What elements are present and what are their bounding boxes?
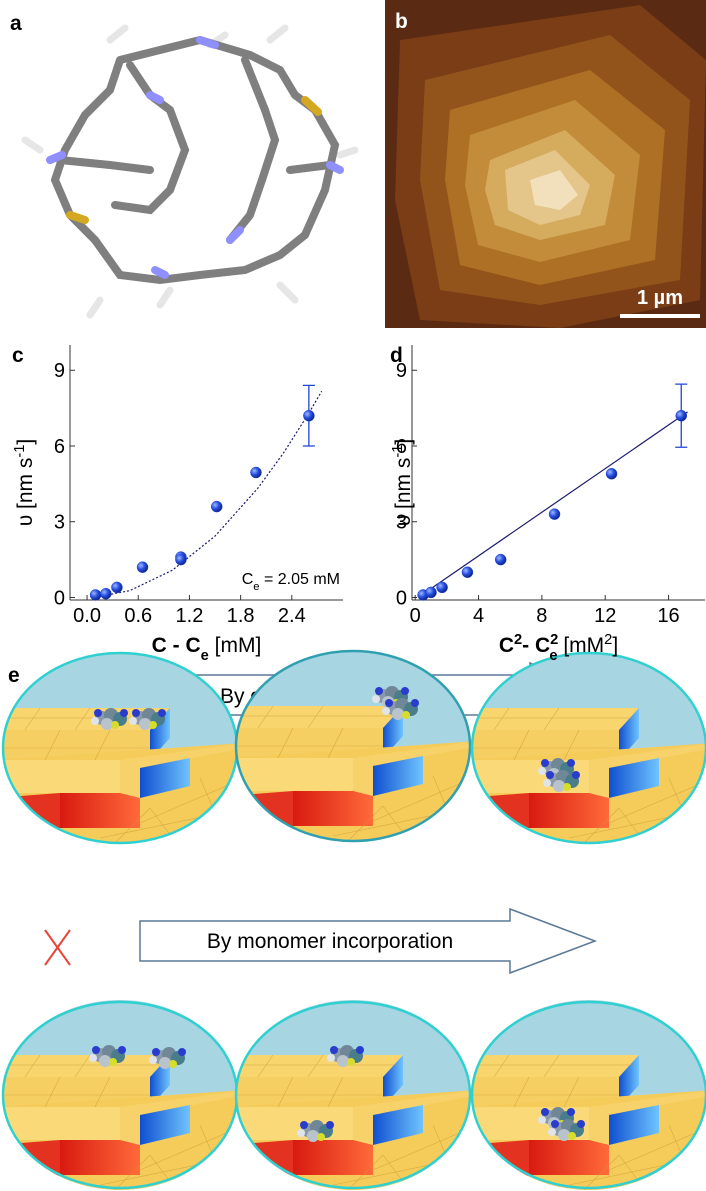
- data-point: [437, 582, 448, 593]
- data-point: [90, 589, 101, 600]
- y-axis-label-part: ]: [14, 439, 37, 445]
- fit-line: [96, 391, 322, 597]
- data-point: [606, 468, 617, 479]
- annotation-part: = 2.05 mM: [260, 571, 340, 588]
- panel-label: b: [395, 10, 408, 33]
- data-point: [137, 562, 148, 573]
- row-title: By monomer incorporation: [207, 930, 453, 953]
- x-tick-label: 0.0: [73, 605, 101, 627]
- x-tick-label: 8: [536, 605, 547, 627]
- x-tick-label: 12: [594, 605, 616, 627]
- x-axis-label-part: ]: [612, 634, 618, 657]
- x-axis-label-part: e: [549, 648, 557, 664]
- y-axis-label-part: υ [nm s: [14, 458, 37, 527]
- data-point: [211, 501, 222, 512]
- data-point: [111, 582, 122, 593]
- x-tick-label: 1.8: [227, 605, 255, 627]
- x-tick-label: 2.4: [278, 605, 306, 627]
- x-axis-label-part: - C: [522, 634, 550, 657]
- x-axis-label-part: C - C: [152, 634, 201, 657]
- y-axis-label: υ [nm s-1]: [12, 439, 37, 527]
- y-tick-label: 0: [396, 587, 407, 609]
- x-axis-label-part: [mM]: [209, 634, 262, 657]
- y-tick-label: 3: [54, 512, 65, 534]
- panel-label: e: [8, 664, 20, 687]
- y-axis-label: υ [nm s-1]: [390, 439, 415, 527]
- y-tick-label: 0: [54, 587, 65, 609]
- x-axis-label-part: 2: [514, 632, 522, 648]
- y-axis-label-part: -1: [12, 445, 28, 458]
- x-axis-label-part: e: [201, 648, 209, 664]
- fit-line: [420, 412, 688, 596]
- annotation: Ce = 2.05 mM: [242, 571, 340, 593]
- panel-label: c: [12, 344, 24, 367]
- data-point: [495, 554, 506, 565]
- data-point: [250, 467, 261, 478]
- data-point: [462, 567, 473, 578]
- figure: a b 1 µm e By dimer incorporation By mon…: [0, 0, 706, 1191]
- data-point: [303, 410, 314, 421]
- cross-mark: [45, 930, 70, 965]
- x-axis-label-part: 2: [604, 632, 612, 648]
- x-axis-label-part: [mM: [558, 634, 605, 657]
- data-point: [549, 509, 560, 520]
- afm-image: [385, 0, 706, 328]
- molecule-model: [25, 28, 355, 315]
- x-tick-label: 4: [473, 605, 484, 627]
- annotation-part: C: [242, 571, 254, 588]
- data-point: [175, 554, 186, 565]
- y-axis-label-part: -1: [390, 445, 406, 458]
- step-scenes: [0, 646, 706, 1191]
- x-axis-label-part: C: [499, 634, 514, 657]
- x-tick-label: 0.6: [124, 605, 152, 627]
- data-point: [100, 588, 111, 599]
- x-tick-label: 1.2: [176, 605, 204, 627]
- panel-label: d: [390, 344, 403, 367]
- data-point: [676, 410, 687, 421]
- x-tick-label: 0: [410, 605, 421, 627]
- y-tick-label: 6: [54, 436, 65, 458]
- x-axis-label: C - Ce [mM]: [152, 634, 262, 664]
- panel-label: a: [10, 12, 22, 35]
- data-point: [426, 587, 437, 598]
- y-axis-label-part: υ [nm s: [392, 458, 415, 527]
- scale-bar-label: 1 µm: [637, 287, 683, 309]
- x-tick-label: 16: [657, 605, 679, 627]
- y-tick-label: 9: [54, 360, 65, 382]
- y-axis-label-part: ]: [392, 439, 415, 445]
